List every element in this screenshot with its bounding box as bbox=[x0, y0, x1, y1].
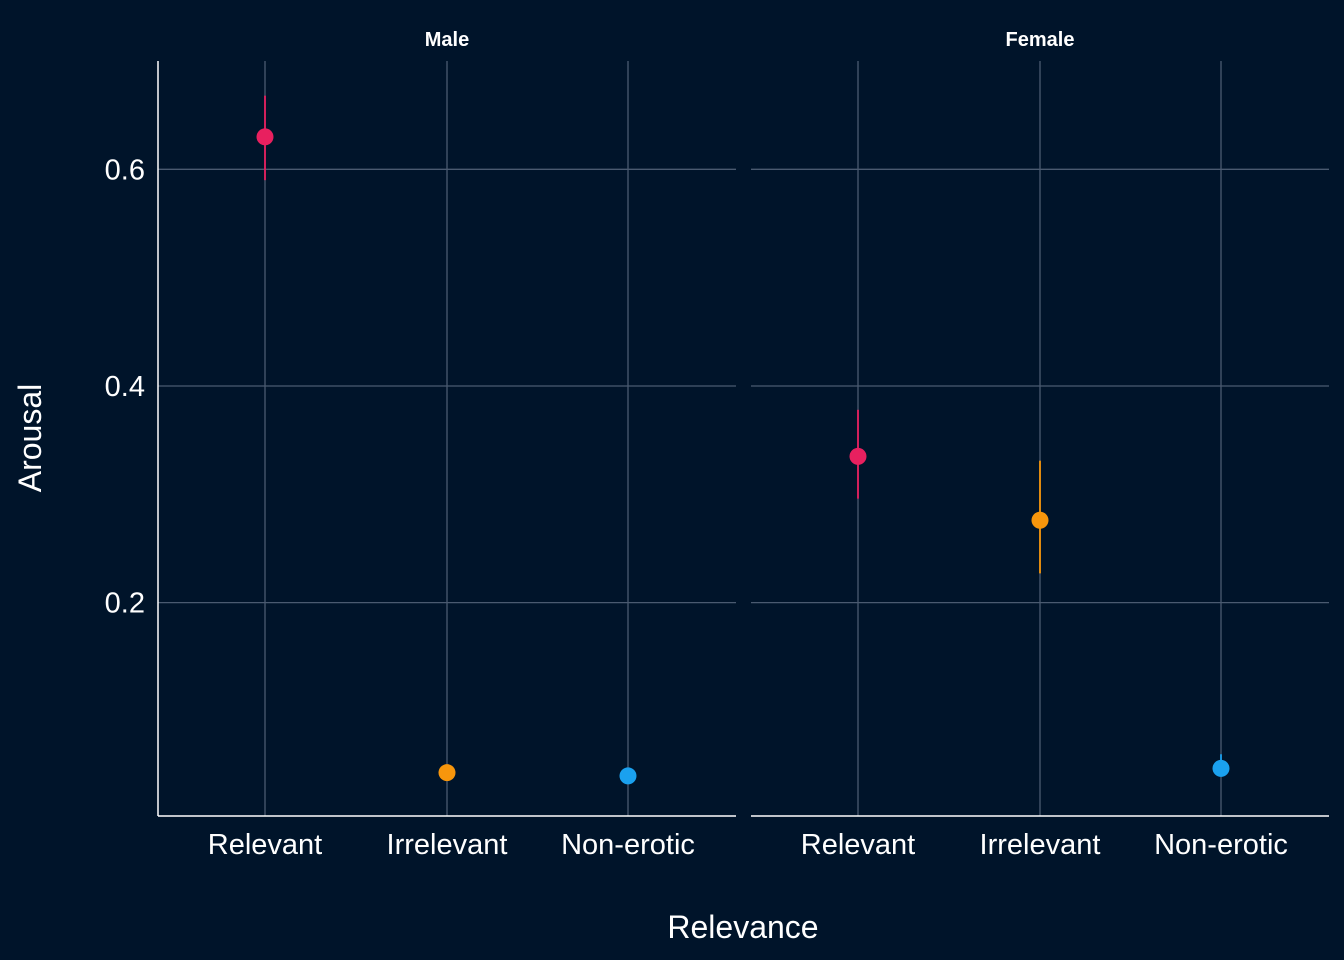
data-point-irrelevant bbox=[438, 764, 456, 782]
x-tick-label: Non-erotic bbox=[1154, 829, 1288, 861]
x-tick-label: Non-erotic bbox=[561, 829, 695, 861]
data-point-relevant bbox=[256, 128, 274, 146]
x-tick-label: Irrelevant bbox=[980, 829, 1101, 861]
panel-title: Female bbox=[1006, 29, 1075, 51]
data-point-non-erotic bbox=[1212, 759, 1230, 777]
y-tick-label: 0.2 bbox=[105, 588, 145, 620]
y-axis: 0.2 0.4 0.6 bbox=[105, 154, 145, 619]
data-point-relevant bbox=[849, 447, 867, 465]
data-point-irrelevant bbox=[1031, 511, 1049, 529]
data-point-non-erotic bbox=[619, 767, 637, 785]
x-tick-label: Irrelevant bbox=[387, 829, 508, 861]
y-axis-title: Arousal bbox=[12, 384, 48, 493]
facet-panel-male: Male Relevant Irrelevant Non-erotic bbox=[157, 29, 736, 861]
x-axis-title: Relevance bbox=[667, 909, 818, 945]
y-tick-label: 0.6 bbox=[105, 154, 145, 186]
y-tick-label: 0.4 bbox=[105, 371, 145, 403]
panel-title: Male bbox=[425, 29, 469, 51]
chart-panels: Male Relevant Irrelevant Non-erotic Female Re… bbox=[157, 29, 1329, 861]
x-tick-label: Relevant bbox=[208, 829, 322, 861]
facet-panel-female: Female Relevant Irrelevant Non-erotic bbox=[751, 29, 1329, 861]
x-tick-label: Relevant bbox=[801, 829, 915, 861]
